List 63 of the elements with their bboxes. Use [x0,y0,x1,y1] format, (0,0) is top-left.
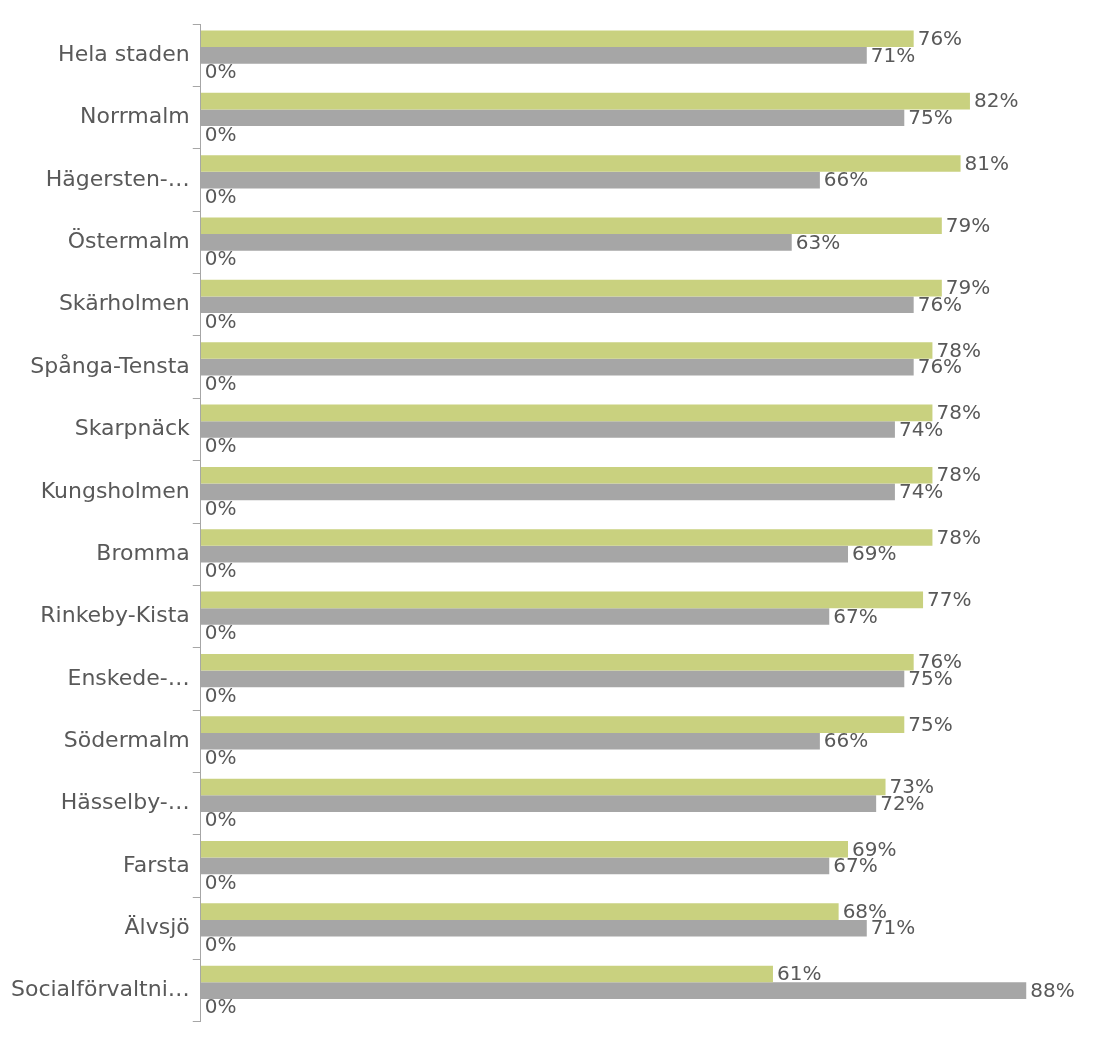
bar [200,404,933,422]
data-label: 61% [776,961,822,986]
data-label: 66% [823,728,869,753]
data-label: 0% [204,932,237,957]
data-label: 0% [204,495,237,520]
data-label: 81% [964,150,1010,175]
data-label: 0% [204,807,237,832]
data-label: 0% [204,183,237,208]
y-tick-label: Älvsjö [124,913,190,939]
data-label: 0% [204,620,237,645]
data-label: 63% [795,229,841,254]
data-label: 88% [1030,977,1075,1002]
bar [200,903,839,920]
data-label: 0% [204,433,237,458]
data-label: 78% [936,524,981,549]
y-tick-label: Östermalm [67,228,190,254]
bar [200,716,905,733]
y-tick-label: Hägersten-… [45,165,190,191]
data-label: 0% [204,121,237,146]
data-label: 0% [204,59,237,84]
data-label: 77% [927,587,972,612]
data-label: 76% [917,25,963,50]
data-label: 0% [204,869,237,894]
bar [200,965,773,983]
bar [200,591,924,609]
data-label: 69% [852,541,897,566]
y-tick-label: Enskede-… [67,664,190,690]
bar [200,342,933,359]
bar [200,279,942,297]
data-label: 75% [908,104,953,129]
bar [200,529,933,546]
y-tick-label: Skarpnäck [74,415,191,441]
data-label: 0% [204,246,237,271]
y-tick-label: Hela staden [58,41,190,67]
data-label: 71% [870,42,916,67]
data-label: 0% [204,558,237,582]
y-tick-label: Rinkeby-Kista [40,602,190,628]
y-tick-label: Norrmalm [80,103,190,129]
data-label: 75% [908,711,953,736]
y-tick-label: Södermalm [63,726,190,752]
data-label: 0% [204,308,237,333]
y-tick-label: Hässelby-… [60,789,190,815]
y-tick-label: Kungsholmen [40,477,190,503]
data-label: 79% [945,213,991,237]
bar [200,92,970,110]
y-tick-label: Socialförvaltni… [10,976,190,1002]
bar [200,466,933,484]
y-tick-label: Bromma [96,539,190,565]
y-tick-label: Farsta [123,851,190,877]
data-label: 0% [204,745,237,770]
bar [200,778,886,796]
data-label: 0% [204,994,237,1019]
data-label: 67% [833,603,878,628]
data-label: 82% [973,88,1019,113]
y-tick-label: Spånga-Tensta [30,352,190,378]
data-label: 0% [204,370,237,395]
bar [200,30,914,48]
bar [200,217,942,235]
bar [200,653,914,671]
data-label: 0% [204,682,237,707]
data-label: 66% [823,167,869,192]
y-tick-label: Skärholmen [58,290,190,316]
bar [200,155,961,172]
